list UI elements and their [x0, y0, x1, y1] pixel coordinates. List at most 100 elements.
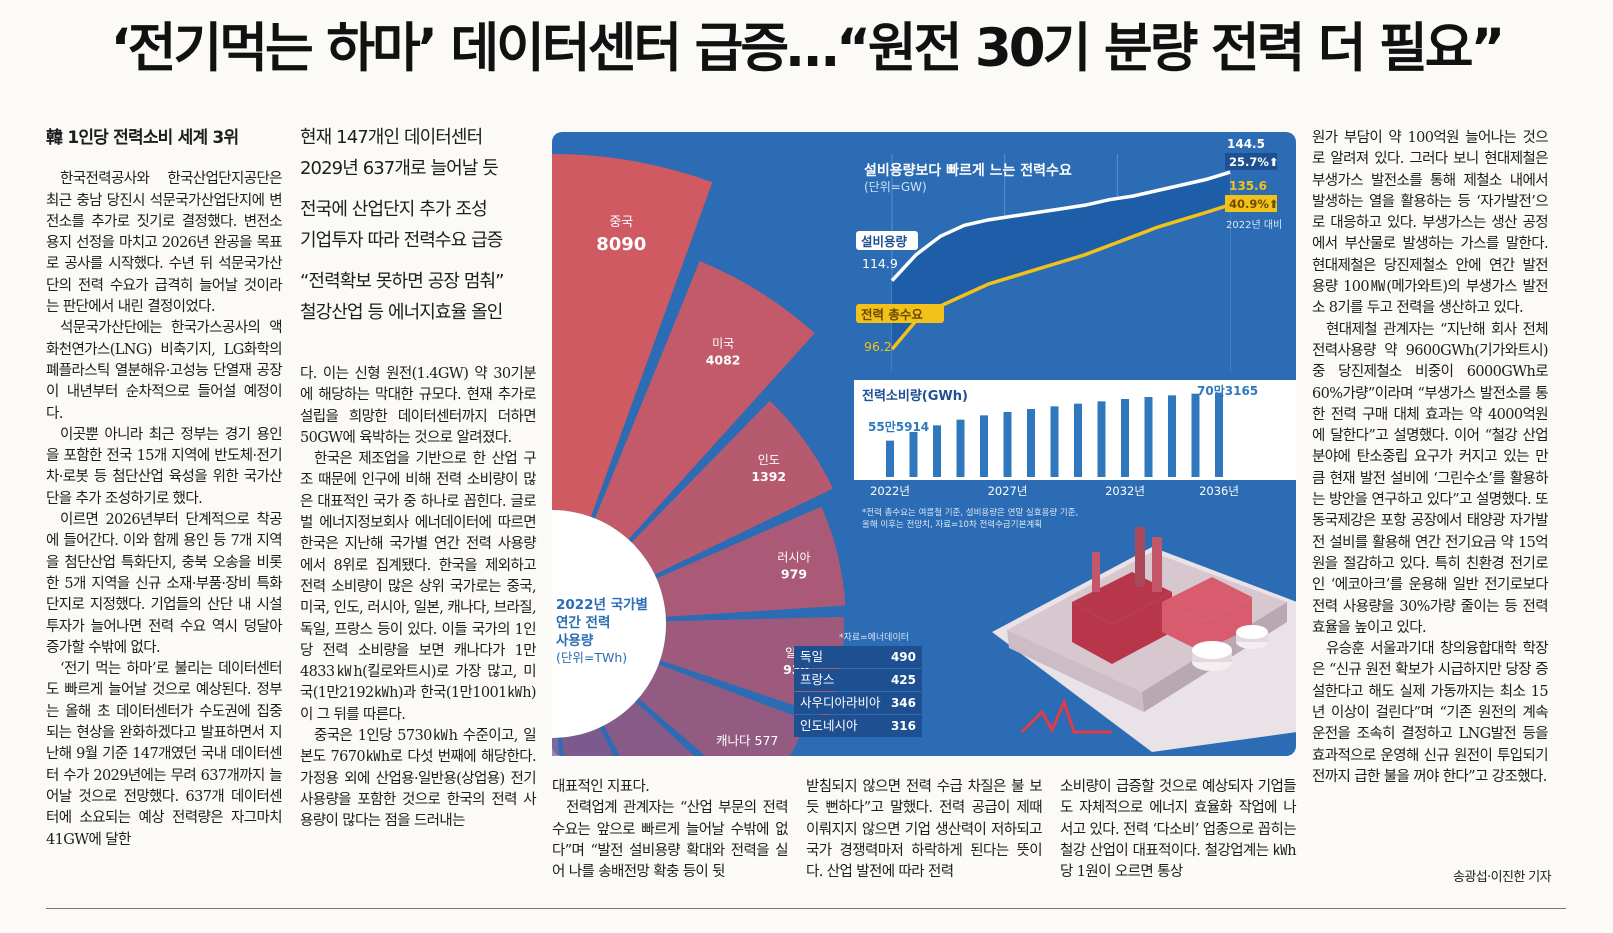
consumption-bar: [1168, 395, 1176, 477]
change-badge: [1225, 153, 1277, 170]
end-value: 144.5: [1227, 137, 1265, 151]
fan-value: 979: [781, 567, 807, 582]
x-tick-label: 2022년: [870, 484, 910, 498]
article-column-1: 韓 1인당 전력소비 세계 3위 한국전력공사와 한국산업단지공단은 최근 충남…: [46, 128, 283, 888]
consumption-bar: [1050, 406, 1059, 477]
consumption-bar: [980, 415, 988, 477]
table-source: *자료=에너데이터: [839, 632, 909, 643]
paragraph: 유승훈 서울과기대 창의융합대학 학장은 “신규 원전 확보가 시급하지만 당장…: [1312, 641, 1549, 785]
series-name-badge: [856, 304, 944, 323]
infographic: 설비용량 114.9 전력 총수요 96.2 144.5 25.7%⬆ 135.6 40.9%…: [552, 132, 1296, 756]
table-country: 사우디아라비아: [800, 695, 881, 710]
paragraph: 원가 부담이 약 100억원 늘어나는 것으로 알려져 있다. 그러다 보니 현…: [1312, 130, 1549, 317]
consumption-bar: [909, 432, 918, 477]
consumption-bar: [1215, 392, 1223, 477]
consumption-bar-chart: 55만5914 70만3165 2022년 2027년 2032년 2036년: [868, 383, 1258, 498]
deck-line: 전국에 산업단지 추가 조성: [300, 199, 488, 220]
fan-country: 미국: [712, 336, 734, 350]
article-column-5: 소비량이 급증할 것으로 예상되자 기업들도 자체적으로 에너지 효율화 작업에…: [1060, 777, 1297, 889]
fan-wedge: [660, 616, 844, 717]
fan-title-block: 2022년 국가별 연간 전력 사용량 (단위=TWh): [556, 597, 648, 665]
capacity-line: [890, 170, 1231, 282]
series-name: 설비용량: [861, 234, 908, 249]
bottom-rule: [46, 908, 1566, 909]
demand-line: [890, 203, 1231, 351]
consumption-bar: [956, 419, 965, 477]
x-tick-label: 2036년: [1199, 484, 1239, 498]
paragraph: 현대제철 관계자는 “지난해 회사 전체 전력사용량 약 9600GWh(기가와…: [1312, 321, 1549, 636]
table-value: 346: [891, 696, 916, 710]
table-value: 316: [891, 719, 916, 733]
paragraph: ‘전기 먹는 하마’로 불리는 데이터센터도 빠르게 늘어날 것으로 예상된다.…: [46, 661, 283, 848]
consumption-bar: [1074, 403, 1082, 477]
factory-illustration: [992, 527, 1296, 752]
fan-wedge: [656, 506, 846, 617]
fan-title-line: 연간 전력: [556, 614, 610, 631]
paragraph: 석문국가산단에는 한국가스공사의 액화천연가스(LNG) 비축기지, LG화학의…: [46, 320, 283, 422]
consumption-bar: [1097, 401, 1106, 477]
consumption-bar: [1191, 393, 1200, 477]
series-name: 전력 총수요: [861, 307, 923, 322]
fan-value: 8090: [596, 234, 646, 255]
fan-title-line: 2022년 국가별: [556, 597, 648, 613]
table-row: [794, 646, 922, 668]
chart-note: *전력 총수요는 여름철 기준, 설비용량은 연말 실효용량 기준,: [862, 507, 1078, 518]
series-name-badge: [856, 231, 918, 250]
headline: ‘전기먹는 하마’ 데이터센터 급증…“원전 30기 분량 전력 더 필요”: [110, 18, 1506, 79]
fan-value: 4082: [706, 352, 741, 367]
paragraph: 소비량이 급증할 것으로 예상되자 기업들도 자체적으로 에너지 효율화 작업에…: [1060, 779, 1297, 881]
fan-country: 중국: [609, 215, 633, 230]
demand-area: [892, 204, 1230, 372]
consumption-bar: [1121, 399, 1129, 477]
paragraph: 대표적인 지표다.: [552, 779, 650, 795]
fan-country: 인도: [758, 453, 780, 467]
capacity-demand-line-chart: 설비용량 114.9 전력 총수요 96.2 144.5 25.7%⬆ 135.6 40.9%…: [856, 137, 1282, 372]
paragraph: 전력업계 관계자는 “산업 부문의 전력 수요는 앞으로 빠르게 늘어날 수밖에…: [552, 800, 789, 881]
article-column-6: 원가 부담이 약 100억원 늘어나는 것으로 알려져 있다. 그러다 보니 현…: [1312, 128, 1549, 868]
fan-unit: (단위=TWh): [556, 650, 627, 665]
consumption-chart-title: 전력소비량(GWh): [862, 388, 968, 404]
deck-line: “전력확보 못하면 공장 멈춰”: [300, 271, 504, 292]
fan-wedge: [604, 701, 695, 756]
deck-line: 2029년 637개로 늘어날 듯: [300, 158, 499, 179]
paragraph: 한국전력공사와 한국산업단지공단은 최근 충남 당진시 석문국가산업단지에 변전…: [46, 171, 283, 316]
x-tick-label: 2027년: [988, 484, 1028, 498]
consumption-bar: [1144, 397, 1153, 477]
deck-subheadlines: 현재 147개인 데이터센터 2029년 637개로 늘어날 듯 전국에 산업단…: [300, 122, 545, 328]
infographic-svg: 설비용량 114.9 전력 총수요 96.2 144.5 25.7%⬆ 135.6 40.9%…: [552, 132, 1296, 756]
fan-country: 러시아: [777, 551, 810, 565]
section-subhead: 韓 1인당 전력소비 세계 3위: [46, 128, 239, 148]
table-value: 490: [891, 650, 916, 664]
consumption-bar: [933, 425, 941, 477]
fan-label: 캐나다 577: [716, 733, 778, 748]
x-tick-label: 2032년: [1105, 484, 1145, 498]
article-column-4: 받침되지 않으면 전력 수급 차질은 불 보듯 뻔하다”고 말했다. 전력 공급…: [806, 777, 1043, 889]
line-chart-title: 설비용량보다 빠르게 느는 전력수요: [864, 162, 1072, 179]
deck-line: 철강산업 등 에너지효율 올인: [300, 302, 503, 323]
table-row: [794, 692, 922, 714]
change-note: 2022년 대비: [1226, 219, 1282, 231]
deck-line: 기업투자 따라 전력수요 급증: [300, 230, 503, 251]
paragraph: 이르면 2026년부터 단계적으로 착공에 들어간다. 이와 함께 용인 등 7…: [46, 512, 283, 656]
byline: 송광섭·이진한 기자: [1453, 870, 1552, 885]
table-row: [794, 669, 922, 691]
fan-wedge: [594, 261, 815, 540]
table-row: [794, 715, 922, 737]
last-bar-label: 70만3165: [1197, 383, 1258, 398]
country-fan-chart: 중국8090미국4082인도1392러시아979일본939캐나다 577브라질 …: [552, 154, 846, 756]
paragraph: 중국은 1인당 5730㎾h 수준이고, 일본도 7670㎾h로 다섯 번째에 …: [300, 728, 537, 830]
chart-note: 올해 이후는 전망치, 자료=10차 전력수급기본계획: [862, 519, 1042, 530]
change-value: 40.9%⬆: [1229, 197, 1279, 211]
consumption-bar: [1003, 412, 1012, 477]
end-value: 135.6: [1229, 179, 1267, 193]
fan-value: 1392: [751, 469, 786, 484]
fan-wedge: [552, 154, 713, 517]
table-value: 425: [891, 673, 916, 687]
fan-wedge: [631, 400, 834, 575]
article-column-2: 다. 이는 신형 원전(1.4GW) 약 30기분에 해당하는 막대한 규모다.…: [300, 364, 537, 888]
fan-minor-wedge: [552, 737, 559, 756]
change-value: 25.7%⬆: [1229, 155, 1279, 169]
fan-center-disc: [552, 510, 666, 738]
fan-title-line: 사용량: [556, 633, 594, 649]
consumption-bar: [1027, 409, 1035, 477]
